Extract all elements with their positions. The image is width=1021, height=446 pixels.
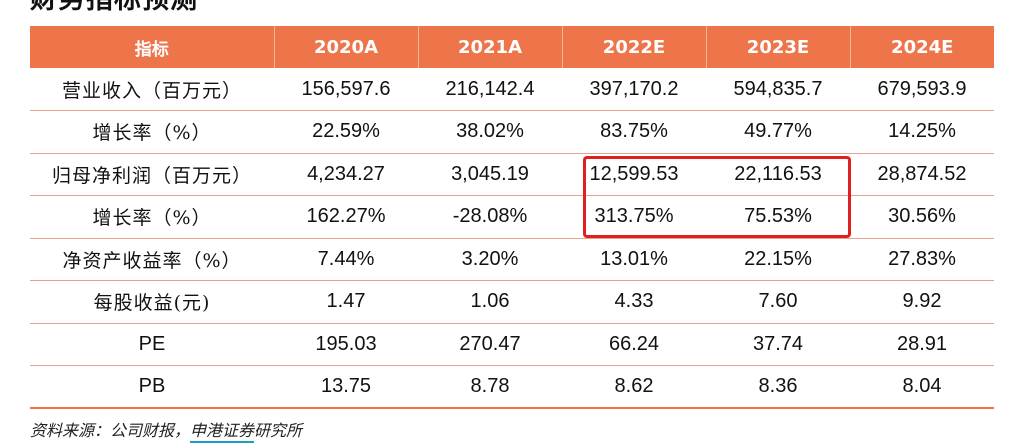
row-label: 每股收益(元) — [30, 280, 274, 324]
header-year-2020a: 2020A — [273, 26, 418, 68]
row-label: 营业收入（百万元） — [30, 68, 274, 111]
table-cell: 1.47 — [274, 280, 418, 324]
table-row-net-profit: 归母净利润（百万元） 4,234.27 3,045.19 12,599.53 2… — [30, 153, 994, 196]
table-cell: 37.74 — [706, 323, 850, 366]
table-cell: 3,045.19 — [418, 153, 562, 196]
source-prefix: 资料来源：公司财报， — [30, 421, 191, 440]
table-cell: 156,597.6 — [274, 68, 418, 111]
table-cell: 216,142.4 — [418, 68, 562, 111]
table-cell: 3.20% — [418, 238, 562, 281]
table-row-roe: 净资产收益率（%） 7.44% 3.20% 13.01% 22.15% 27.8… — [30, 238, 994, 281]
row-label: 净资产收益率（%） — [30, 238, 274, 281]
table-cell: 1.06 — [418, 280, 562, 324]
table-cell: 28,874.52 — [850, 153, 994, 196]
source-note: 资料来源：公司财报，申港证券研究所 — [30, 418, 302, 444]
table-cell: 22.59% — [274, 110, 418, 154]
header-year-2021a: 2021A — [417, 26, 562, 68]
row-label: PB — [30, 365, 274, 409]
table-cell: 66.24 — [562, 323, 706, 366]
table-cell: 38.02% — [418, 110, 562, 154]
table-cell: 7.60 — [706, 280, 850, 324]
table-cell: 8.78 — [418, 365, 562, 409]
table-cell: 22.15% — [706, 238, 850, 281]
table-cell: 270.47 — [418, 323, 562, 366]
header-year-2022e: 2022E — [561, 26, 706, 68]
table-row-pb: PB 13.75 8.78 8.62 8.36 8.04 — [30, 365, 994, 409]
financial-forecast-table: 指标 2020A 2021A 2022E 2023E 2024E 营业收入（百万… — [30, 26, 994, 409]
header-indicator: 指标 — [134, 39, 169, 60]
table-cell: 30.56% — [850, 195, 994, 239]
table-cell: 14.25% — [850, 110, 994, 154]
source-org: 申港证券 — [190, 421, 255, 443]
table-cell: 49.77% — [706, 110, 850, 154]
table-cell: -28.08% — [418, 195, 562, 239]
table-cell: 4,234.27 — [274, 153, 418, 196]
table-cell: 27.83% — [850, 238, 994, 281]
table-cell: 4.33 — [562, 280, 706, 324]
table-cell: 397,170.2 — [562, 68, 706, 111]
table-cell: 13.01% — [562, 238, 706, 281]
table-cell: 195.03 — [274, 323, 418, 366]
row-label: 归母净利润（百万元） — [30, 153, 274, 196]
table-cell: 28.91 — [850, 323, 994, 366]
row-label: PE — [30, 323, 274, 366]
table-cell: 679,593.9 — [850, 68, 994, 111]
page-title: 财务指标预测 — [30, 0, 198, 16]
table-cell: 8.62 — [562, 365, 706, 409]
table-row-revenue-growth: 增长率（%） 22.59% 38.02% 83.75% 49.77% 14.25… — [30, 110, 994, 154]
table-cell: 8.36 — [706, 365, 850, 409]
table-cell: 162.27% — [274, 195, 418, 239]
row-label: 增长率（%） — [30, 110, 274, 154]
row-label: 增长率（%） — [30, 195, 274, 239]
header-year-2024e: 2024E — [849, 26, 994, 68]
header-year-2023e: 2023E — [705, 26, 850, 68]
table-cell: 7.44% — [274, 238, 418, 281]
table-cell: 8.04 — [850, 365, 994, 409]
table-cell: 83.75% — [562, 110, 706, 154]
table-row-net-profit-growth: 增长率（%） 162.27% -28.08% 313.75% 75.53% 30… — [30, 195, 994, 239]
table-header-row: 指标 2020A 2021A 2022E 2023E 2024E — [30, 26, 994, 68]
table-cell: 313.75% — [562, 195, 706, 239]
table-cell: 12,599.53 — [562, 153, 706, 196]
source-suffix: 研究所 — [254, 421, 303, 440]
table-row-revenue: 营业收入（百万元） 156,597.6 216,142.4 397,170.2 … — [30, 68, 994, 111]
table-cell: 22,116.53 — [706, 153, 850, 196]
table-cell: 75.53% — [706, 195, 850, 239]
table-cell: 13.75 — [274, 365, 418, 409]
table-cell: 9.92 — [850, 280, 994, 324]
table-row-pe: PE 195.03 270.47 66.24 37.74 28.91 — [30, 323, 994, 366]
table-row-eps: 每股收益(元) 1.47 1.06 4.33 7.60 9.92 — [30, 280, 994, 324]
table-cell: 594,835.7 — [706, 68, 850, 111]
